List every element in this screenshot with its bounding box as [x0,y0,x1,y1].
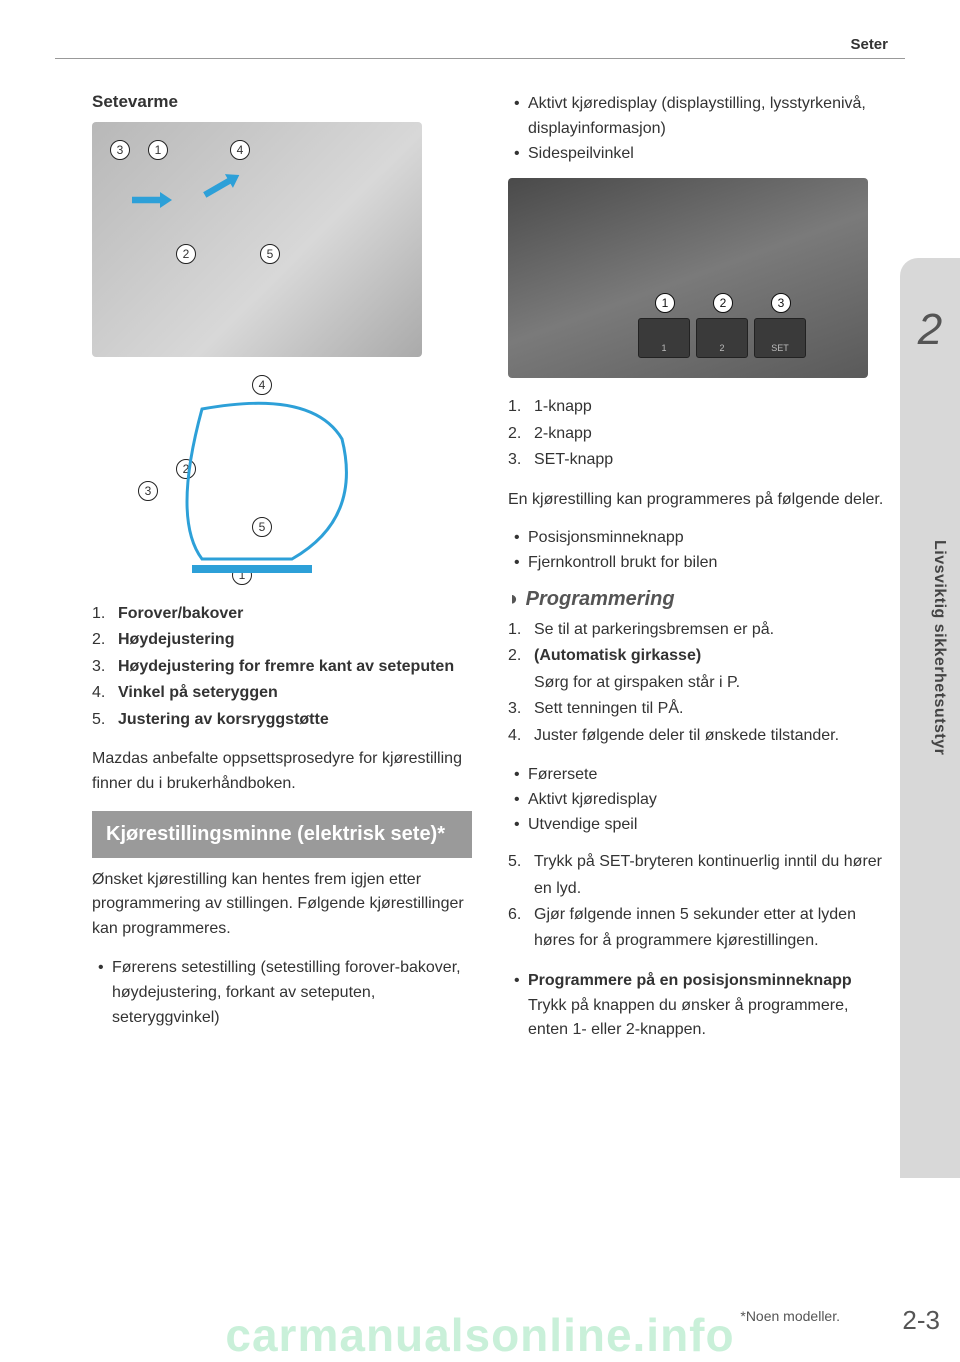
button-label: SET [755,343,805,353]
list-item: 3.Sett tenningen til PÅ. [508,696,888,722]
program-parts-text: En kjørestilling kan programmeres på føl… [508,488,888,513]
callout-circle: 1 [655,293,675,313]
list-item: Utvendige speil [508,813,888,838]
footnote-some-models: *Noen modeller. [740,1308,840,1324]
list-item: Førerens setestilling (setestilling foro… [92,956,472,1030]
list-item: Fjernkontroll brukt for bilen [508,551,888,576]
callout-circle: 2 [176,244,196,264]
callout-circle: 3 [110,140,130,160]
list-item: Programmere på en posisjonsminneknapp Tr… [508,969,888,1043]
list-item: Posisjonsminneknapp [508,526,888,551]
list-item: 3.SET-knapp [508,447,888,473]
seat-controls-diagram-bottom: 4 2 3 5 1 [132,369,392,589]
programmable-list-cont: Aktivt kjøredisplay (displaystilling, ly… [508,92,888,166]
list-item: Førersete [508,763,888,788]
seat-outline-svg [132,369,392,589]
list-item: 1.Se til at parkeringsbremsen er på. [508,617,888,643]
controls-legend-list: 1.Forover/bakover 2.Høydejustering 3.Høy… [92,601,472,733]
program-parts-list: Posisjonsminneknapp Fjernkontroll brukt … [508,526,888,576]
list-item: 1.1-knapp [508,394,888,420]
list-item: 2.2-knapp [508,421,888,447]
list-item: Sidespeilvinkel [508,142,888,167]
dashboard-memory-diagram: 1 1 2 2 3 SET [508,178,868,378]
list-item: 3.Høydejustering for fremre kant av sete… [92,654,472,680]
arrow-icon [201,168,244,202]
seat-controls-diagram-top: 3 1 4 2 5 [92,122,422,357]
list-item: Aktivt kjøredisplay [508,788,888,813]
button-label: 1 [639,343,689,353]
callout-circle: 5 [260,244,280,264]
list-item: Aktivt kjøredisplay (displaystilling, ly… [508,92,888,142]
list-item: 4.Juster følgende deler til ønskede tils… [508,723,888,749]
chapter-label: Livsviktig sikkerhetsutstyr [930,540,948,755]
button-legend-list: 1.1-knapp 2.2-knapp 3.SET-knapp [508,394,888,473]
memory-intro-text: Ønsket kjørestilling kan hentes frem igj… [92,868,472,942]
programming-steps-cont: 5.Trykk på SET-bryteren kontinuerlig inn… [508,849,888,955]
memory-section-heading: Kjørestillingsminne (elektrisk sete)* [92,811,472,858]
step4-sublist: Førersete Aktivt kjøredisplay Utvendige … [508,763,888,837]
memory-button-2: 2 2 [696,318,748,358]
list-item: 2.Høydejustering [92,627,472,653]
step6-sublist: Programmere på en posisjonsminneknapp Tr… [508,969,888,1043]
right-column: Aktivt kjøredisplay (displaystilling, ly… [508,92,888,1055]
chapter-number: 2 [900,305,960,355]
list-item: 4.Vinkel på seteryggen [92,680,472,706]
header-rule [55,58,905,59]
sub-text: Trykk på knappen du ønsker å programmere… [528,997,848,1039]
page-number: 2-3 [902,1305,940,1336]
programmering-subhead: Programmering [508,588,888,611]
list-item: 1.Forover/bakover [92,601,472,627]
list-item: 2.(Automatisk girkasse)Sørg for at girsp… [508,643,888,696]
arrow-icon [132,192,172,208]
button-label: 2 [697,343,747,353]
programmable-list: Førerens setestilling (setestilling foro… [92,956,472,1030]
list-item: 5.Justering av korsryggstøtte [92,707,472,733]
sub-bold: Programmere på en posisjonsminneknapp [528,972,852,989]
programming-steps: 1.Se til at parkeringsbremsen er på. 2.(… [508,617,888,749]
callout-circle: 1 [148,140,168,160]
memory-button-set: 3 SET [754,318,806,358]
list-item: 5.Trykk på SET-bryteren kontinuerlig inn… [508,849,888,902]
callout-circle: 3 [771,293,791,313]
callout-circle: 2 [713,293,733,313]
recommended-procedure-text: Mazdas anbefalte oppsettsprosedyre for k… [92,747,472,797]
memory-button-1: 1 1 [638,318,690,358]
section-header: Seter [850,36,888,53]
setevarme-heading: Setevarme [92,92,472,112]
left-column: Setevarme 3 1 4 2 5 4 2 3 5 1 [92,92,472,1055]
callout-circle: 4 [230,140,250,160]
list-item: 6.Gjør følgende innen 5 sekunder etter a… [508,902,888,955]
